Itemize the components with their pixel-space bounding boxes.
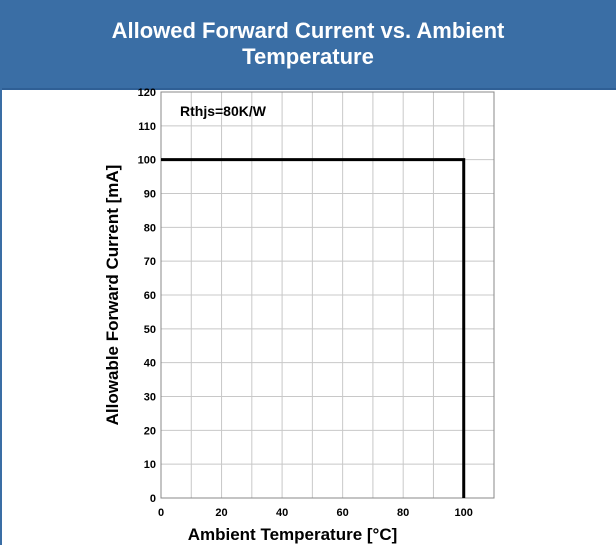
x-axis-ticks: 0 20 40 60 80 100 [158, 507, 473, 519]
y-axis-ticks: 0 10 20 30 40 50 60 70 80 90 100 110 120 [138, 88, 156, 505]
series-group [161, 158, 466, 498]
y-axis-title: Allowable Forward Current [mA] [103, 165, 122, 426]
annotation-label: Rthjs=80K/W [180, 103, 267, 119]
series-line [161, 158, 466, 498]
chart-header: Allowed Forward Current vs. Ambient Temp… [0, 0, 616, 90]
grid [160, 91, 495, 499]
y-tick-label: 90 [144, 189, 156, 201]
y-tick-label: 20 [144, 425, 156, 437]
x-tick-label: 0 [158, 507, 164, 519]
y-tick-label: 110 [138, 121, 156, 133]
left-border [0, 88, 2, 545]
y-tick-label: 100 [138, 155, 156, 167]
y-tick-label: 30 [144, 392, 156, 404]
y-tick-label: 60 [144, 290, 156, 302]
y-tick-label: 10 [144, 459, 156, 471]
y-tick-label: 50 [144, 324, 156, 336]
chart-title: Allowed Forward Current vs. Ambient Temp… [111, 18, 505, 69]
plot-border [160, 91, 495, 499]
x-tick-label: 100 [455, 507, 473, 519]
x-tick-label: 20 [215, 507, 227, 519]
y-tick-label: 40 [144, 358, 156, 370]
y-tick-label: 0 [150, 493, 156, 505]
x-axis-title: Ambient Temperature [°C] [188, 525, 398, 544]
x-tick-label: 60 [337, 507, 349, 519]
x-tick-label: 40 [276, 507, 288, 519]
x-tick-label: 80 [397, 507, 409, 519]
y-tick-label: 80 [144, 222, 156, 234]
y-tick-label: 70 [144, 256, 156, 268]
y-tick-label: 120 [138, 88, 156, 99]
chart-svg: 0 10 20 30 40 50 60 70 80 90 100 110 120 0 20 40 60 80 10… [103, 88, 495, 544]
